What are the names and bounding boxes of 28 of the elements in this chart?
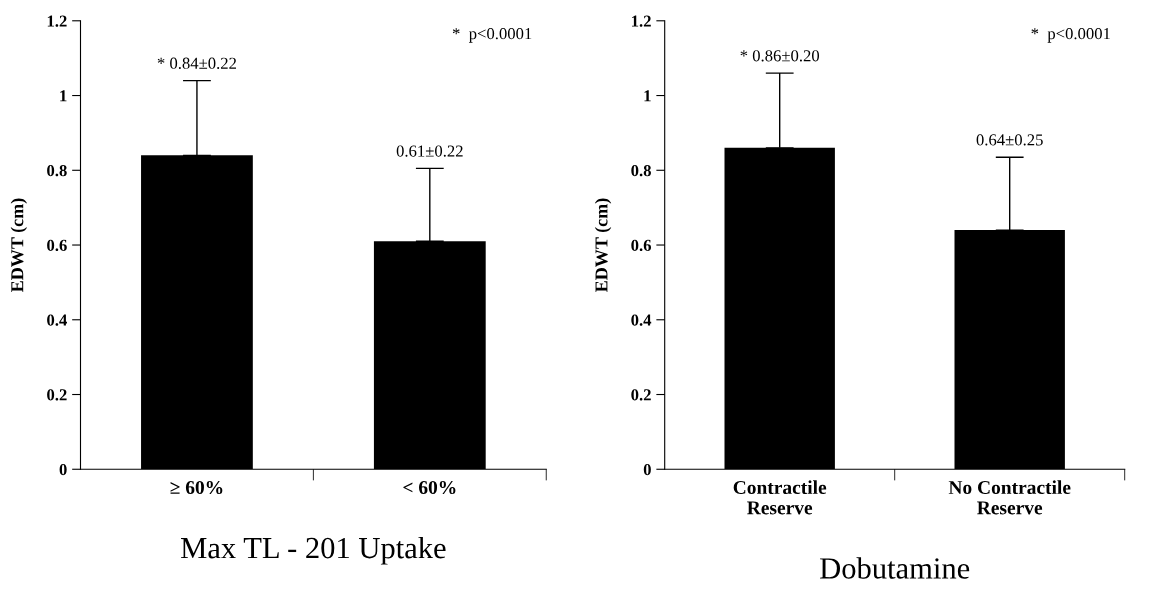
y-tick-label: 1 <box>644 90 651 102</box>
y-tick-label: 1.2 <box>47 15 67 27</box>
annotation: * p<0.0001 <box>452 28 532 43</box>
y-tick-label: 0.6 <box>631 239 652 252</box>
annotation: 0.64±0.25 <box>976 134 1043 146</box>
y-tick-label: 0.8 <box>47 164 67 177</box>
x-axis-title: Max TL - 201 Uptake <box>181 536 446 565</box>
y-tick-label: 0.8 <box>631 164 651 177</box>
x-axis-title: Dobutamine <box>820 557 970 579</box>
annotation: 0.61±0.22 <box>396 145 463 157</box>
x-tick-label: ≥ 60% <box>170 480 223 495</box>
y-tick-label: 0 <box>643 463 651 476</box>
x-tick-label: No Contractile Reserve <box>948 480 1071 515</box>
y-tick-label: 0.4 <box>47 314 67 326</box>
y-axis-title: EDWT (cm) <box>594 198 612 292</box>
y-tick-label: 0.2 <box>631 389 651 401</box>
y-tick-label: 0.6 <box>47 239 67 252</box>
y-tick-label: 0 <box>59 463 67 476</box>
y-tick-label: 0.2 <box>47 389 67 401</box>
x-tick-label: < 60% <box>403 480 456 495</box>
annotation: * 0.84±0.22 <box>157 57 237 69</box>
y-tick-label: 0.4 <box>631 314 652 326</box>
annotation: * p<0.0001 <box>1031 28 1110 43</box>
x-tick-label: Contractile Reserve <box>733 480 827 515</box>
y-axis-title: EDWT (cm) <box>10 198 28 292</box>
y-tick-label: 1.2 <box>632 15 651 27</box>
annotation: * 0.86±0.20 <box>740 50 820 62</box>
y-tick-label: 1 <box>60 90 67 102</box>
